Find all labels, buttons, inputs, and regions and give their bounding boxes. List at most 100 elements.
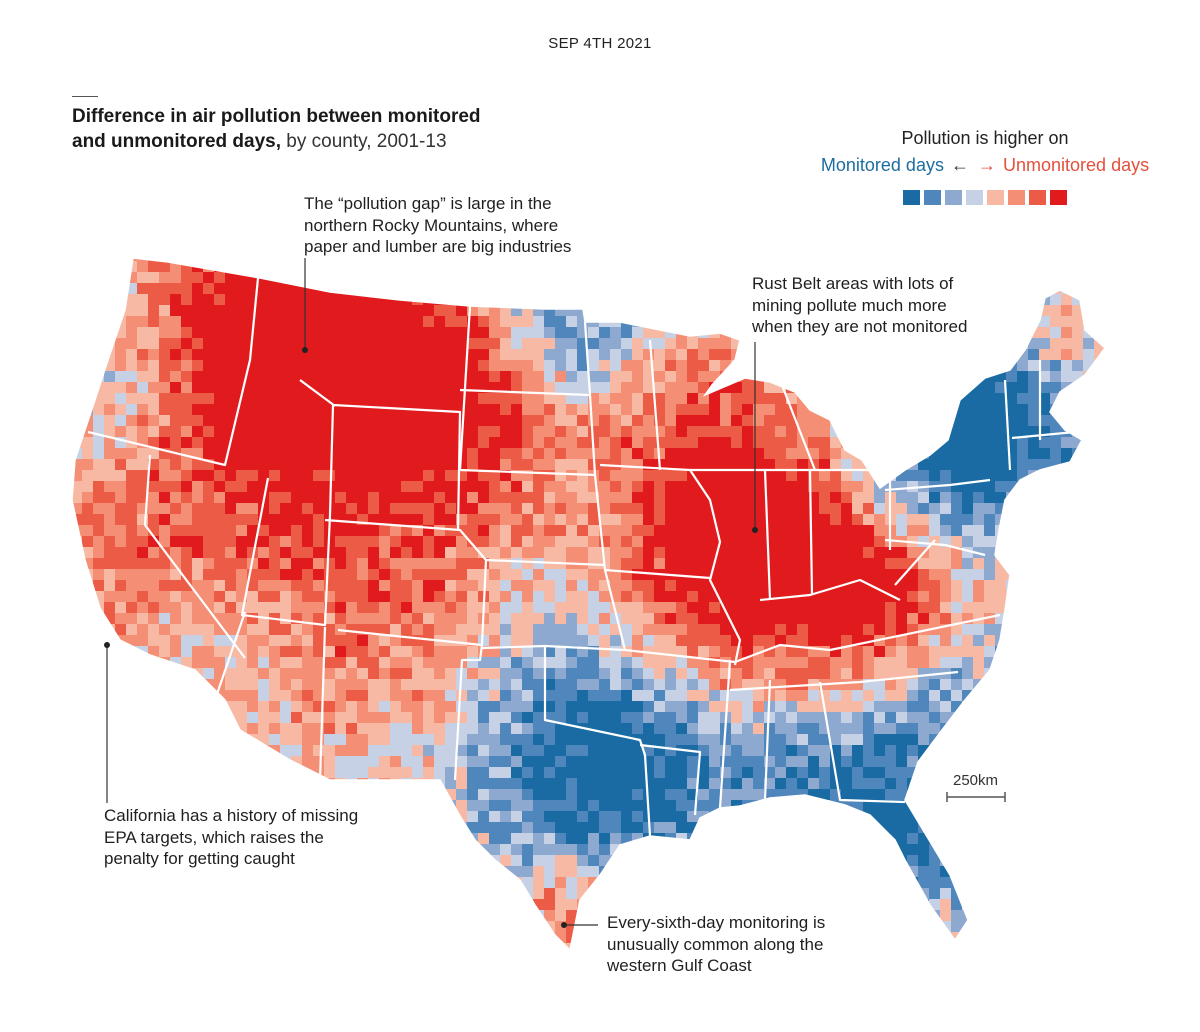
county-cell	[236, 382, 247, 393]
county-cell	[115, 767, 137, 778]
county-cell	[632, 800, 643, 811]
county-cell	[1050, 580, 1061, 591]
county-cell	[764, 800, 775, 811]
county-cell	[1061, 492, 1072, 514]
county-cell	[302, 690, 313, 701]
county-cell	[1006, 459, 1017, 470]
county-cell	[170, 415, 181, 426]
county-cell	[203, 283, 214, 294]
county-cell	[467, 492, 478, 503]
county-cell	[72, 261, 93, 283]
county-cell	[808, 800, 819, 811]
county-cell	[434, 569, 445, 580]
county-cell	[643, 558, 654, 569]
county-cell	[1083, 712, 1094, 723]
county-cell	[786, 338, 808, 349]
county-cell	[1094, 261, 1105, 283]
county-cell	[467, 657, 478, 668]
county-cell	[852, 514, 863, 525]
county-cell	[786, 448, 797, 459]
county-cell	[654, 261, 676, 283]
county-cell	[137, 316, 148, 327]
county-cell	[753, 492, 764, 503]
county-cell	[159, 481, 170, 492]
county-cell	[731, 294, 742, 305]
county-cell	[467, 283, 489, 294]
county-cell	[280, 613, 291, 624]
county-cell	[1050, 723, 1061, 734]
county-cell	[709, 679, 720, 690]
county-cell	[951, 525, 962, 536]
county-cell	[1061, 503, 1083, 514]
county-cell	[621, 294, 632, 305]
county-cell	[269, 778, 291, 789]
county-cell	[203, 602, 214, 613]
county-cell	[115, 624, 126, 635]
county-cell	[489, 459, 500, 470]
county-cell	[863, 258, 874, 261]
county-cell	[588, 525, 599, 536]
county-cell	[236, 261, 247, 272]
county-cell	[863, 525, 874, 536]
county-cell	[720, 459, 731, 470]
county-cell	[170, 470, 181, 481]
county-cell	[1094, 459, 1105, 481]
county-cell	[797, 811, 808, 822]
county-cell	[456, 580, 467, 591]
county-cell	[863, 393, 885, 404]
county-cell	[258, 283, 269, 294]
county-cell	[126, 745, 137, 756]
county-cell	[500, 283, 511, 294]
county-cell	[599, 382, 610, 393]
county-cell	[577, 756, 588, 767]
county-cell	[324, 624, 335, 635]
county-cell	[896, 492, 907, 503]
county-cell	[225, 547, 236, 558]
county-cell	[863, 371, 874, 393]
county-cell	[368, 657, 379, 668]
county-cell	[1028, 349, 1039, 360]
county-cell	[621, 602, 632, 613]
county-cell	[181, 448, 192, 459]
county-cell	[456, 371, 467, 382]
county-cell	[148, 492, 159, 503]
county-cell	[863, 558, 874, 569]
county-cell	[962, 646, 973, 657]
county-cell	[995, 778, 1017, 789]
county-cell	[973, 382, 984, 393]
county-cell	[1006, 624, 1017, 635]
county-cell	[445, 283, 467, 294]
county-cell	[896, 591, 907, 602]
county-cell	[500, 712, 511, 723]
county-cell	[500, 492, 511, 503]
county-cell	[1105, 492, 1127, 503]
county-cell	[478, 360, 489, 371]
county-cell	[731, 811, 753, 822]
county-cell	[874, 624, 885, 635]
county-cell	[225, 470, 236, 481]
county-cell	[907, 404, 918, 415]
county-cell	[962, 547, 973, 558]
county-cell	[313, 349, 324, 360]
county-cell	[566, 261, 588, 283]
county-cell	[698, 261, 709, 283]
county-cell	[225, 360, 236, 371]
county-cell	[621, 459, 632, 470]
county-cell	[1050, 679, 1061, 690]
county-cell	[918, 657, 929, 668]
county-cell	[104, 382, 115, 393]
county-cell	[995, 294, 1006, 305]
county-cell	[731, 536, 742, 547]
county-cell	[720, 690, 731, 701]
county-cell	[654, 382, 665, 393]
county-cell	[929, 426, 940, 437]
county-cell	[302, 393, 313, 404]
county-cell	[522, 789, 533, 800]
county-cell	[797, 580, 808, 591]
county-cell	[72, 294, 82, 305]
county-cell	[1028, 635, 1050, 646]
county-cell	[687, 613, 698, 624]
county-cell	[379, 811, 390, 822]
county-cell	[291, 338, 302, 349]
county-cell	[797, 767, 808, 778]
